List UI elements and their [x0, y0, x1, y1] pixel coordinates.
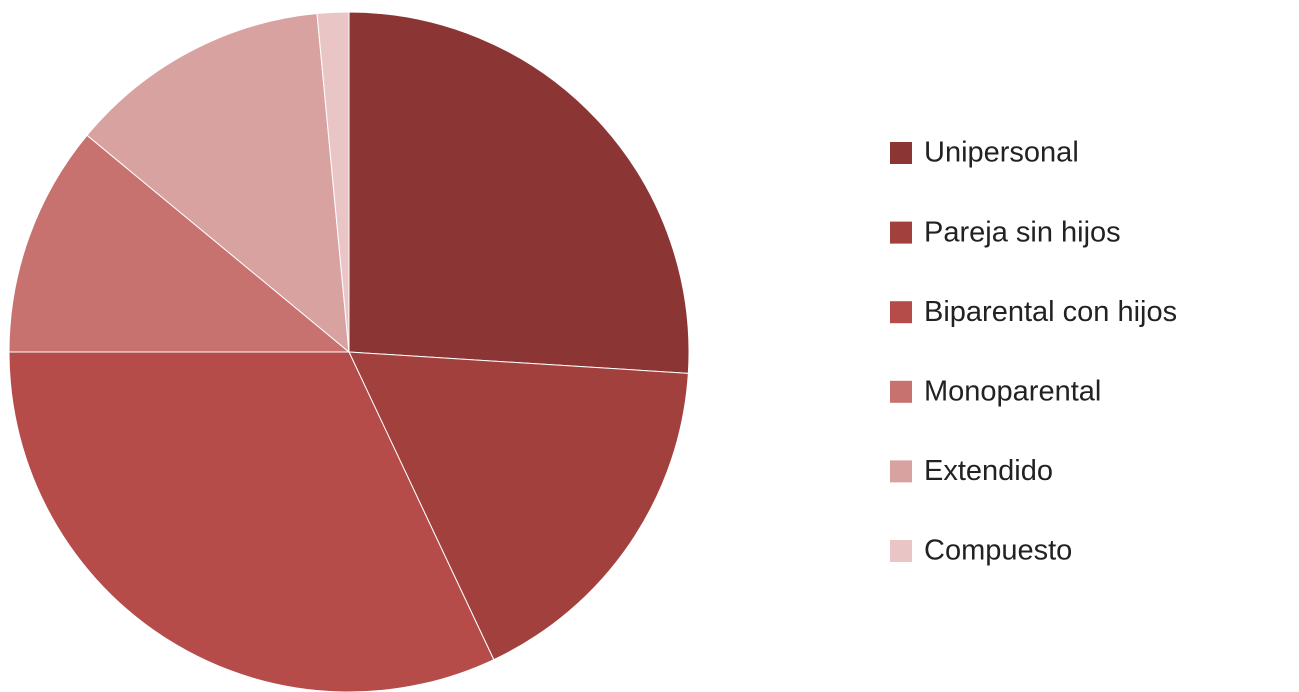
legend-label: Monoparental — [924, 375, 1101, 407]
legend-swatch — [890, 380, 912, 403]
pie-slice — [348, 11, 690, 374]
legend-label: Compuesto — [924, 535, 1072, 567]
legend-label: Unipersonal — [924, 137, 1079, 169]
pie-slice — [8, 351, 495, 692]
legend-swatch — [890, 460, 912, 483]
pie-slice — [316, 11, 350, 353]
pie-slice — [8, 134, 351, 353]
pie-slice — [348, 351, 689, 661]
legend-swatch — [890, 540, 912, 562]
legend-label: Biparental con hijos — [924, 296, 1177, 328]
legend-swatch — [890, 301, 912, 324]
legend-label: Extendido — [924, 455, 1053, 487]
legend-swatch — [890, 142, 912, 164]
legend-label: Pareja sin hijos — [924, 216, 1121, 248]
legend-swatch — [890, 221, 912, 244]
pie-slice — [86, 12, 350, 354]
